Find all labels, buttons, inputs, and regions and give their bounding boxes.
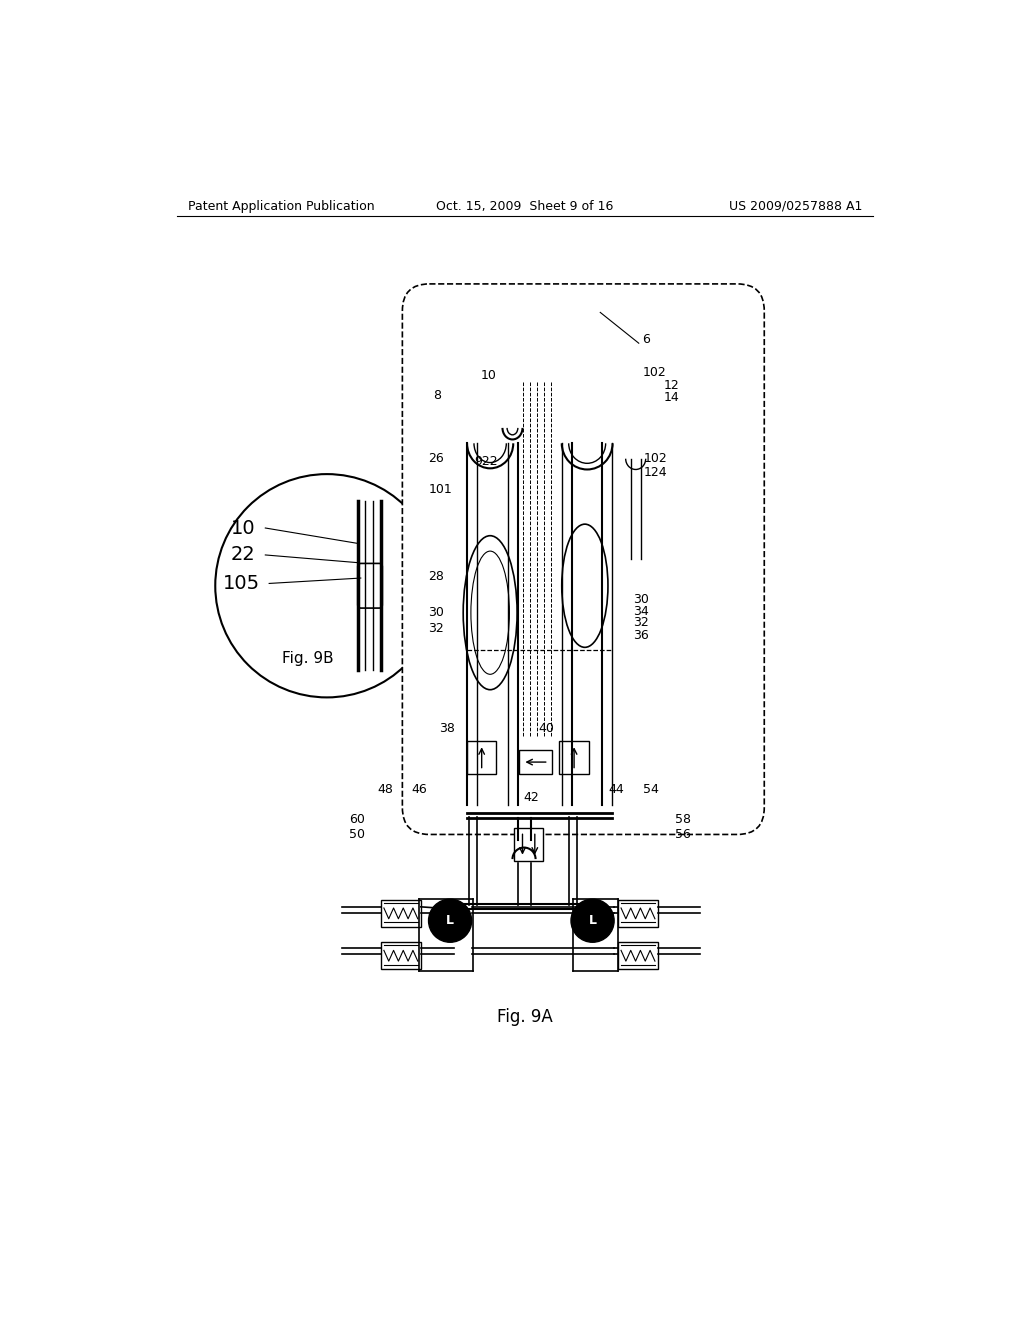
Text: 36: 36: [634, 630, 649, 643]
Bar: [617, 942, 658, 969]
Text: Fig. 9B: Fig. 9B: [282, 651, 334, 667]
Bar: [519, 750, 552, 775]
Text: US 2009/0257888 A1: US 2009/0257888 A1: [729, 199, 862, 213]
Text: 26: 26: [429, 453, 444, 465]
Text: Oct. 15, 2009  Sheet 9 of 16: Oct. 15, 2009 Sheet 9 of 16: [436, 199, 613, 213]
Text: 50: 50: [349, 828, 366, 841]
Bar: [381, 900, 421, 927]
Text: 40: 40: [539, 722, 555, 735]
Text: 56: 56: [675, 828, 691, 841]
Circle shape: [571, 899, 614, 942]
Text: 124: 124: [644, 466, 668, 479]
Circle shape: [429, 899, 472, 942]
Text: 12: 12: [665, 379, 680, 392]
Text: 102: 102: [644, 453, 668, 465]
Text: 44: 44: [608, 783, 625, 796]
Text: 10: 10: [481, 370, 497, 381]
Text: Patent Application Publication: Patent Application Publication: [188, 199, 375, 213]
Text: 38: 38: [439, 722, 456, 735]
Text: 102: 102: [643, 366, 667, 379]
Text: 48: 48: [377, 783, 393, 796]
Text: 32: 32: [634, 616, 649, 630]
Text: 32: 32: [429, 622, 444, 635]
Text: 46: 46: [412, 783, 427, 796]
Text: 105: 105: [223, 574, 260, 593]
Text: 101: 101: [429, 483, 453, 496]
Text: 30: 30: [634, 593, 649, 606]
Text: 30: 30: [429, 606, 444, 619]
Text: 60: 60: [349, 813, 366, 825]
Text: 22: 22: [230, 545, 255, 565]
Text: 6: 6: [643, 333, 650, 346]
Text: 8: 8: [433, 389, 441, 403]
Text: 922: 922: [474, 454, 498, 467]
Text: L: L: [446, 915, 454, 927]
FancyBboxPatch shape: [402, 284, 764, 834]
Text: Fig. 9A: Fig. 9A: [497, 1008, 553, 1026]
Bar: [514, 829, 544, 861]
Text: 54: 54: [643, 783, 659, 796]
Text: L: L: [589, 915, 597, 927]
Text: 10: 10: [230, 519, 255, 537]
Text: 42: 42: [523, 791, 539, 804]
Text: 58: 58: [675, 813, 691, 825]
FancyBboxPatch shape: [357, 564, 382, 609]
Text: 28: 28: [429, 570, 444, 583]
Bar: [467, 742, 497, 774]
Text: 14: 14: [665, 391, 680, 404]
Text: 34: 34: [634, 605, 649, 618]
Bar: [617, 900, 658, 927]
Bar: [381, 942, 421, 969]
Bar: [559, 742, 589, 774]
